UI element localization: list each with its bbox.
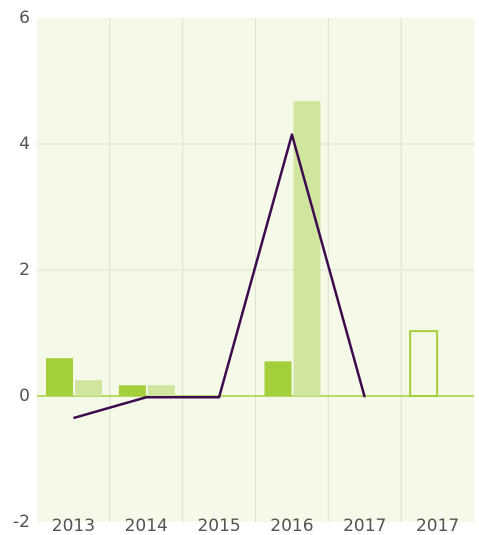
bar bbox=[46, 358, 73, 396]
x-tick-label: 2017 bbox=[343, 516, 386, 535]
bar bbox=[147, 385, 175, 396]
y-tick-label: 2 bbox=[19, 260, 30, 280]
x-tick-label: 2017 bbox=[416, 516, 459, 535]
line bbox=[73, 133, 366, 420]
x-tick-label: 2015 bbox=[197, 516, 240, 535]
x-tick-label: 2014 bbox=[125, 516, 168, 535]
x-tick-label: 2016 bbox=[270, 516, 313, 535]
bar bbox=[293, 101, 321, 396]
x-tick-label: 2013 bbox=[52, 516, 95, 535]
y-tick-label: -2 bbox=[13, 512, 30, 532]
bar bbox=[264, 361, 292, 396]
bar bbox=[75, 380, 102, 396]
bar bbox=[118, 385, 146, 396]
bar bbox=[409, 330, 439, 397]
y-tick-label: 6 bbox=[19, 8, 30, 28]
y-tick-label: 0 bbox=[19, 386, 30, 406]
y-tick-label: 4 bbox=[19, 134, 30, 154]
